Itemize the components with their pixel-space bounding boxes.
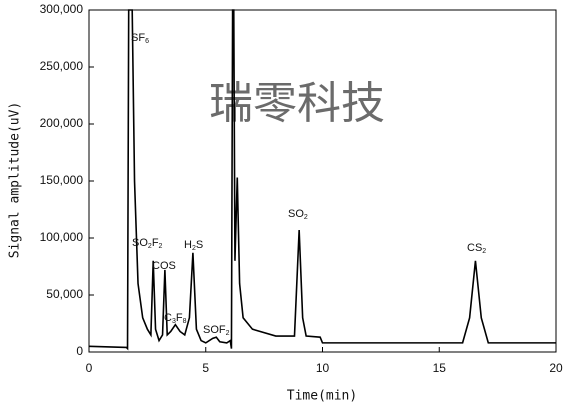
y-tick-label: 300,000 xyxy=(40,2,84,16)
x-axis-label: Time(min) xyxy=(287,389,357,404)
y-tick-label: 200,000 xyxy=(40,116,84,130)
peak-label-text: SO xyxy=(132,237,148,249)
peak-label: SF6 xyxy=(131,32,149,45)
peak-label-text: S xyxy=(196,239,203,251)
peak-label-text: F xyxy=(152,237,159,249)
peak-label-text: SOF xyxy=(203,324,226,336)
x-tick-label: 5 xyxy=(202,361,209,375)
chromatogram-trace xyxy=(88,9,556,351)
peak-label-text: H xyxy=(184,239,192,251)
peak-label: SO2F2 xyxy=(132,237,163,250)
peak-label-text: F xyxy=(176,312,183,324)
peak-label: COS xyxy=(152,260,176,272)
y-tick-label: 150,000 xyxy=(40,173,84,187)
peak-label-subscript: 2 xyxy=(159,243,163,250)
x-tick-label: 0 xyxy=(86,361,93,375)
x-tick-label: 10 xyxy=(316,361,330,375)
peak-label: SOF2 xyxy=(203,324,230,337)
peak-label-subscript: 2 xyxy=(192,245,196,252)
peak-label: CS2 xyxy=(467,242,486,255)
peak-label-text: SF xyxy=(131,32,145,44)
x-tick-label: 20 xyxy=(549,361,563,375)
watermark: 瑞零科技 xyxy=(209,78,385,129)
plot-frame xyxy=(88,9,557,353)
peak-label-subscript: 6 xyxy=(145,38,149,45)
peak-label: H2S xyxy=(184,239,203,252)
peak-label-subscript: 2 xyxy=(304,214,308,221)
y-tick-label: 0 xyxy=(76,344,83,358)
peak-label-text: COS xyxy=(152,260,176,272)
y-tick-label: 250,000 xyxy=(40,59,84,73)
peak-label-subscript: 3 xyxy=(172,318,176,325)
y-axis-label: Signal amplitude(uV) xyxy=(8,102,23,259)
peak-label-subscript: 2 xyxy=(148,243,152,250)
peak-label-text: SO xyxy=(288,208,304,220)
peak-label-subscript: 2 xyxy=(226,330,230,337)
peak-label-subscript: 2 xyxy=(482,248,486,255)
y-tick-label: 100,000 xyxy=(40,230,84,244)
y-tick-label: 50,000 xyxy=(46,287,83,301)
peak-label-text: CS xyxy=(467,242,482,254)
x-tick-label: 15 xyxy=(433,361,447,375)
peak-label: C3F8 xyxy=(164,312,187,325)
peak-label: SO2 xyxy=(288,208,308,221)
peak-label-text: C xyxy=(164,312,172,324)
peak-label-subscript: 8 xyxy=(183,318,187,325)
